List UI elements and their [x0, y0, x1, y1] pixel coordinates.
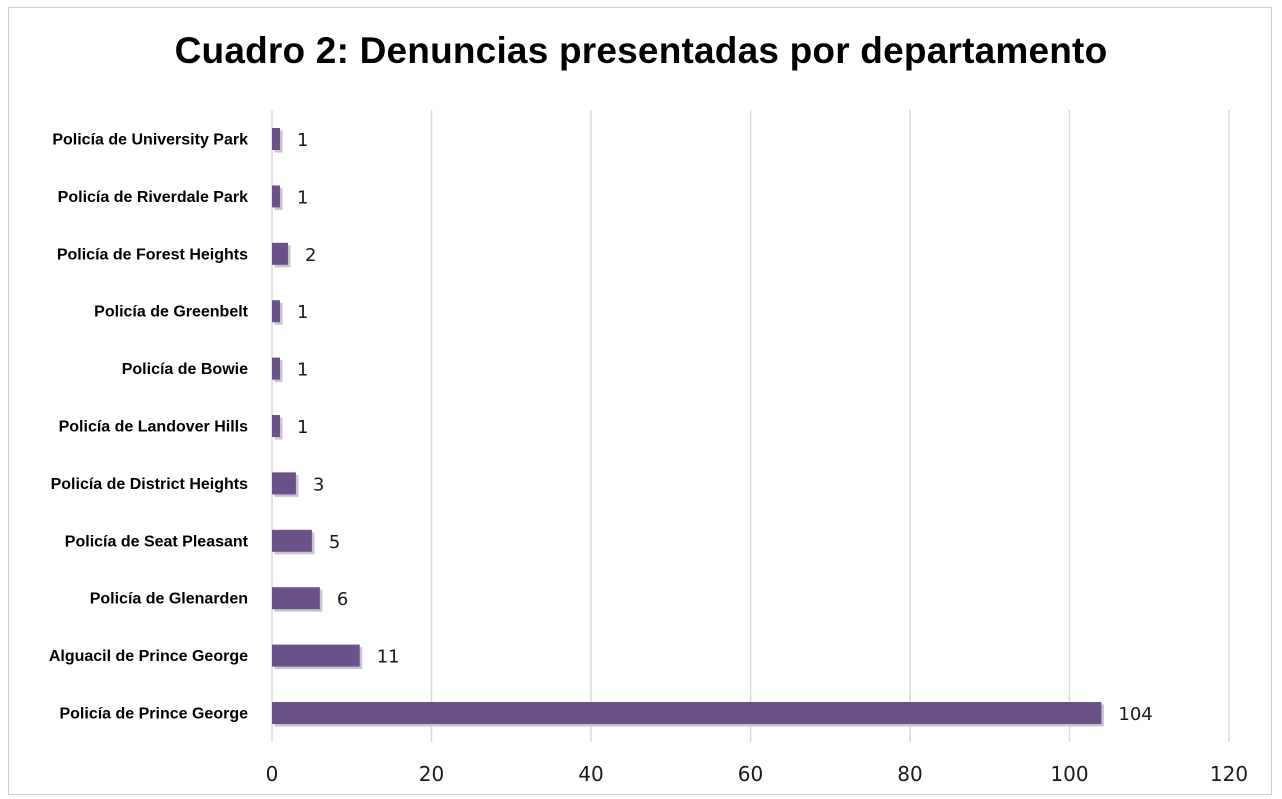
chart-frame: [8, 7, 1272, 795]
bar: [272, 415, 280, 437]
x-tick-label: 40: [578, 762, 603, 786]
category-label: Policía de Forest Heights: [57, 246, 248, 263]
bar: [272, 529, 312, 552]
category-label: Policía de Greenbelt: [94, 304, 249, 321]
category-label: Policía de Glenarden: [90, 591, 248, 608]
value-label: 1: [297, 130, 308, 151]
x-tick-label: 100: [1050, 762, 1088, 786]
category-label: Policía de University Park: [52, 132, 248, 149]
value-label: 5: [329, 532, 340, 553]
category-label: Policía de Riverdale Park: [58, 189, 248, 206]
bar: [272, 587, 320, 610]
category-label: Policía de Seat Pleasant: [65, 533, 249, 550]
bar: [272, 300, 280, 323]
category-label: Policía de Bowie: [122, 361, 248, 378]
bar: [272, 357, 280, 380]
grid-lines: [271, 110, 1230, 742]
x-tick-label: 60: [738, 762, 763, 786]
category-label: Policía de Prince George: [59, 706, 248, 723]
category-label: Alguacil de Prince George: [49, 648, 248, 665]
x-tick-labels: 0 20 40 60 80 100 120: [266, 762, 1248, 786]
value-label: 3: [313, 474, 324, 495]
value-label: 104: [1118, 704, 1152, 725]
value-label: 2: [305, 245, 316, 266]
value-label: 1: [297, 417, 308, 438]
value-label: 1: [297, 302, 308, 323]
bar: [272, 185, 280, 208]
x-tick-label: 20: [419, 762, 444, 786]
value-label: 1: [297, 187, 308, 208]
category-labels: Policía de University Park Policía de Riv…: [49, 132, 249, 723]
value-label: 11: [377, 647, 400, 668]
category-label: Policía de District Heights: [51, 476, 248, 493]
bar: [272, 702, 1102, 724]
bars: [272, 128, 1104, 727]
bar: [272, 472, 296, 495]
category-label: Policía de Landover Hills: [59, 419, 248, 436]
x-tick-label: 80: [897, 762, 922, 786]
bar: [272, 128, 280, 150]
chart-title: Cuadro 2: Denuncias presentadas por depa…: [174, 30, 1108, 71]
x-tick-label: 0: [266, 762, 279, 786]
bar: [272, 644, 360, 667]
value-label: 6: [337, 589, 348, 610]
x-tick-label: 120: [1210, 762, 1248, 786]
bar: [272, 242, 288, 265]
value-label: 1: [297, 360, 308, 381]
